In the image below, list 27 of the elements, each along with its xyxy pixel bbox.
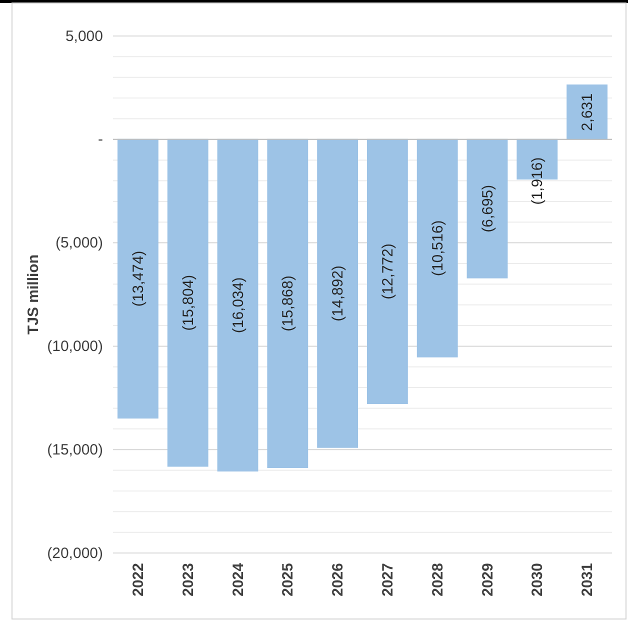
- y-tick-label: (5,000): [55, 234, 103, 252]
- x-tick-label: 2027: [379, 563, 396, 596]
- y-tick-label: (10,000): [47, 338, 103, 355]
- data-label: (15,868): [280, 276, 297, 332]
- data-label: 2,631: [579, 93, 596, 131]
- data-label: (6,695): [479, 184, 496, 232]
- x-tick-label: 2030: [529, 563, 546, 596]
- data-label: (10,516): [429, 220, 446, 276]
- x-tick-label: 2023: [180, 563, 197, 596]
- y-tick-label: -: [98, 131, 103, 148]
- data-label: (12,772): [379, 244, 396, 300]
- x-tick-label: 2024: [230, 562, 247, 596]
- data-label: (1,916): [529, 157, 546, 205]
- x-tick-label: 2031: [579, 563, 596, 596]
- y-tick-label: (20,000): [47, 544, 103, 562]
- data-label: (16,034): [230, 277, 247, 334]
- y-axis-title: TJS million: [25, 254, 42, 335]
- y-tick-label: (15,000): [47, 441, 103, 458]
- x-tick-label: 2022: [130, 563, 147, 596]
- x-tick-label: 2025: [280, 563, 297, 596]
- x-tick-label: 2029: [479, 563, 496, 596]
- data-label: (15,804): [180, 274, 197, 331]
- data-label: (14,892): [330, 265, 347, 322]
- x-tick-label: 2026: [330, 563, 347, 596]
- x-tick-label: 2028: [429, 563, 446, 596]
- data-label: (13,474): [130, 250, 147, 307]
- y-tick-label: 5,000: [65, 28, 103, 45]
